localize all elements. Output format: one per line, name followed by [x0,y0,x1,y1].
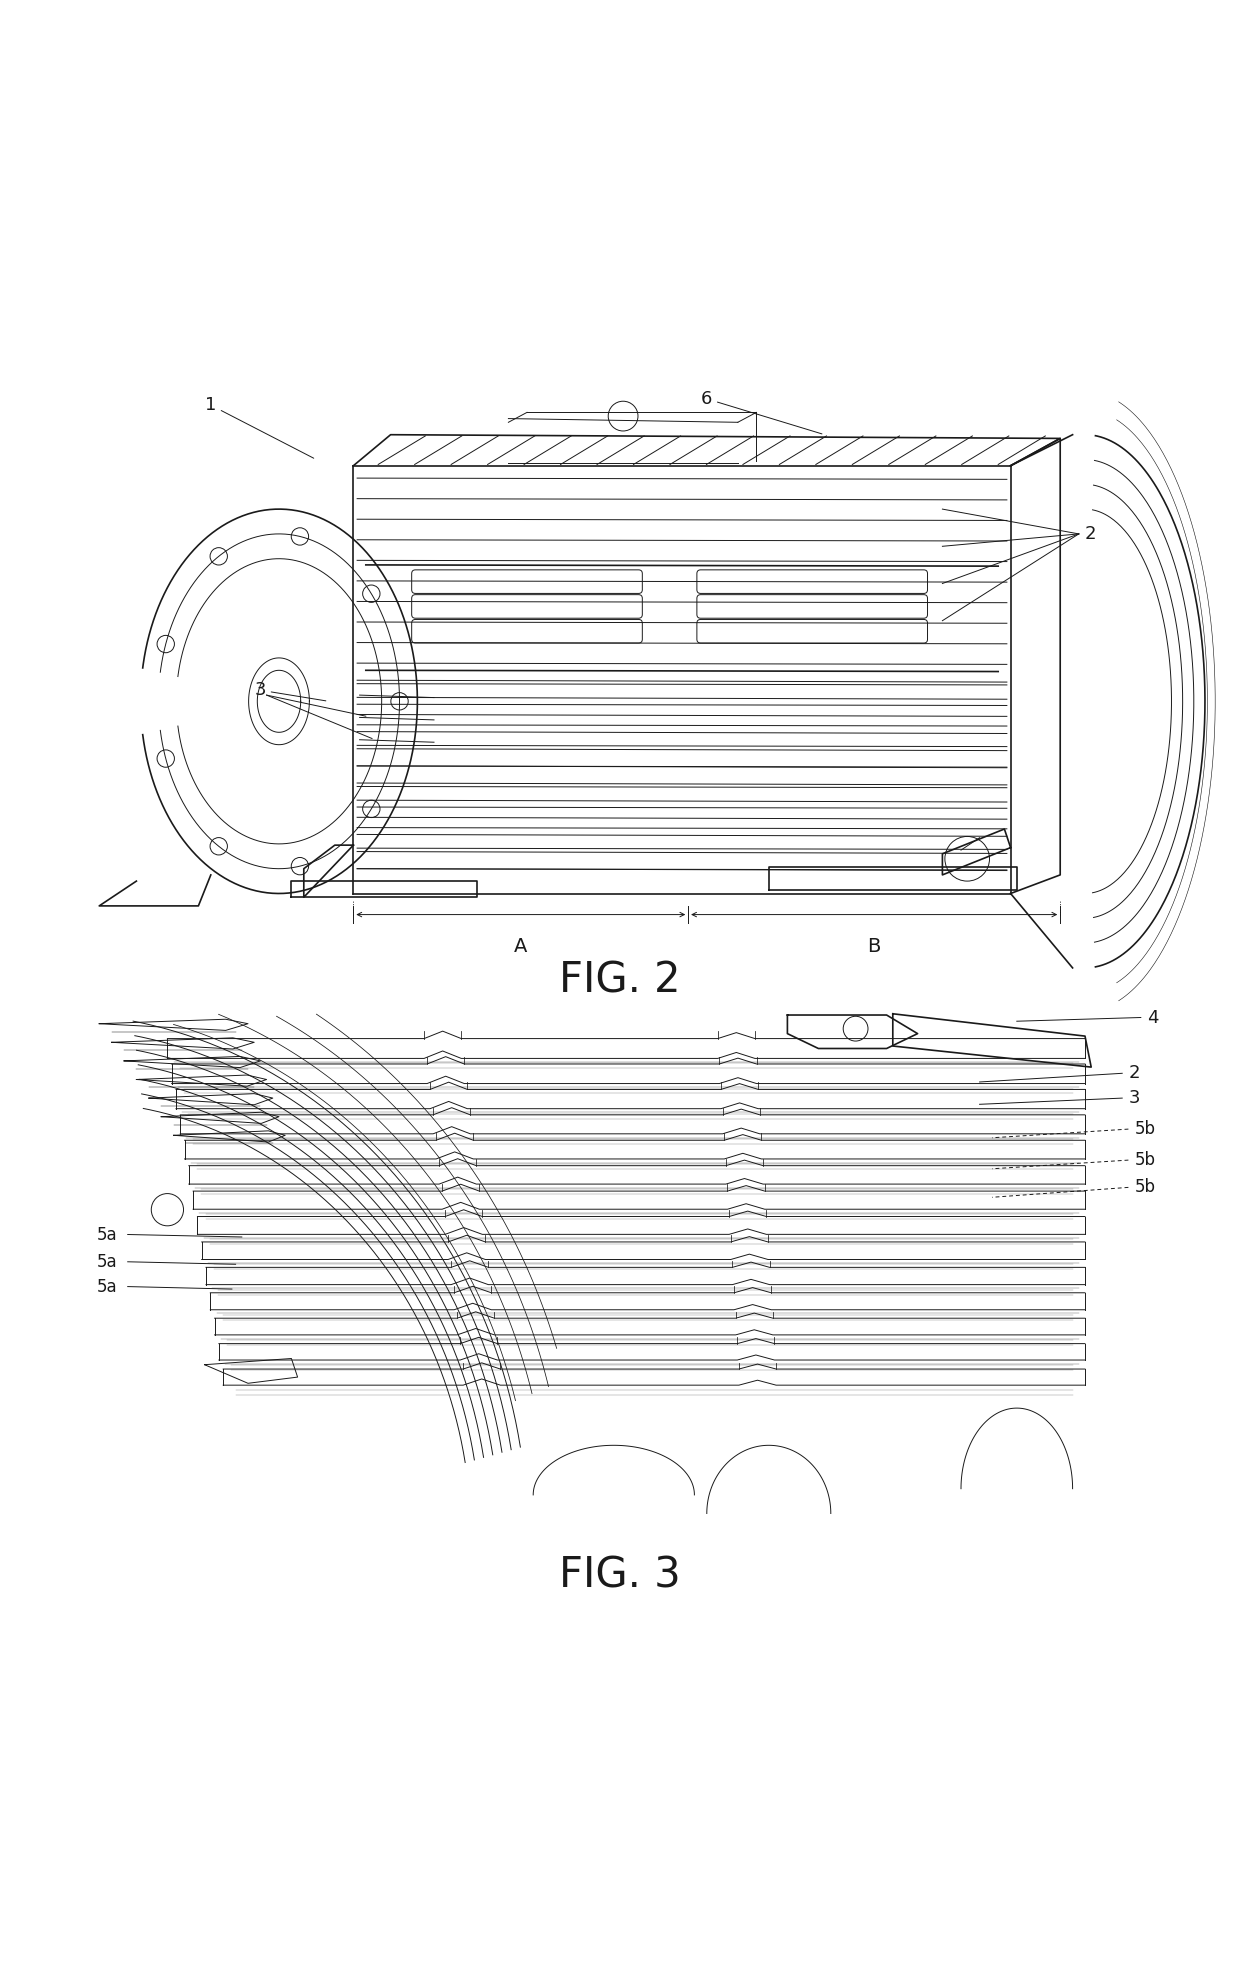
Text: 5b: 5b [1135,1178,1156,1196]
Text: 3: 3 [254,681,326,700]
FancyBboxPatch shape [697,570,928,594]
FancyBboxPatch shape [412,570,642,594]
Text: 5a: 5a [97,1279,118,1296]
Text: 1: 1 [205,397,314,458]
Text: 5a: 5a [97,1253,118,1271]
Text: FIG. 2: FIG. 2 [559,959,681,1002]
Text: A: A [515,937,527,955]
FancyBboxPatch shape [697,620,928,643]
Text: 2: 2 [1128,1063,1140,1083]
FancyBboxPatch shape [412,594,642,618]
Text: 5b: 5b [1135,1150,1156,1170]
Text: B: B [868,937,880,955]
Text: FIG. 3: FIG. 3 [559,1555,681,1596]
FancyBboxPatch shape [697,594,928,618]
Text: 3: 3 [1128,1089,1140,1107]
Text: 5b: 5b [1135,1121,1156,1138]
Text: 6: 6 [701,391,822,434]
FancyBboxPatch shape [412,620,642,643]
Text: 2: 2 [1085,525,1096,543]
Text: 4: 4 [1147,1008,1158,1026]
Text: 5a: 5a [97,1225,118,1243]
